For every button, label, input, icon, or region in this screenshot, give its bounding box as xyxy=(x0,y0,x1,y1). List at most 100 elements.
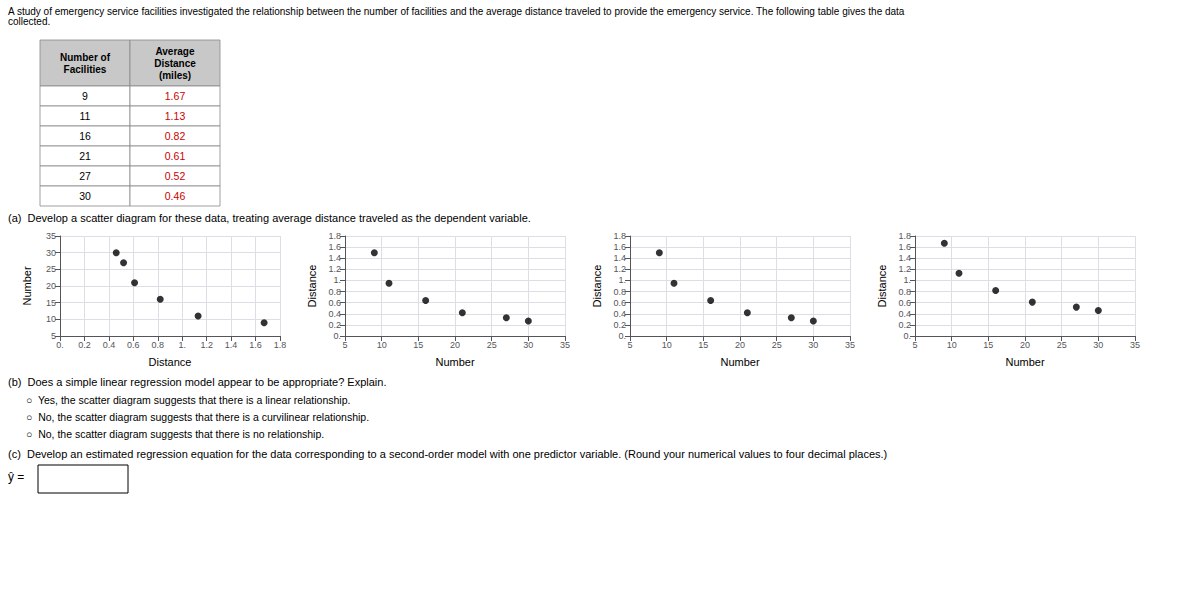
svg-text:35: 35 xyxy=(845,340,855,350)
svg-text:1.8: 1.8 xyxy=(328,231,341,241)
svg-text:1.13: 1.13 xyxy=(165,110,186,122)
svg-text:1.6: 1.6 xyxy=(898,242,911,252)
svg-text:30: 30 xyxy=(808,340,818,350)
svg-text:1.4: 1.4 xyxy=(898,253,911,263)
svg-text:1.6: 1.6 xyxy=(328,242,341,252)
svg-text:Number: Number xyxy=(21,266,33,305)
svg-text:0.52: 0.52 xyxy=(165,170,186,182)
svg-text:0.6: 0.6 xyxy=(898,298,911,308)
svg-text:1.: 1. xyxy=(333,275,341,285)
svg-text:16: 16 xyxy=(79,130,91,142)
svg-text:10: 10 xyxy=(46,314,56,324)
svg-text:1.8: 1.8 xyxy=(613,231,626,241)
svg-text:15: 15 xyxy=(698,340,708,350)
svg-text:(a) Develop a scatter diagram: (a) Develop a scatter diagram for these … xyxy=(8,212,531,224)
svg-text:5: 5 xyxy=(627,340,632,350)
svg-text:35: 35 xyxy=(560,340,570,350)
svg-text:0.8: 0.8 xyxy=(328,287,341,297)
svg-text:Number: Number xyxy=(1005,356,1044,368)
svg-text:0.4: 0.4 xyxy=(103,340,116,350)
svg-text:1.2: 1.2 xyxy=(613,264,626,274)
svg-text:0.4: 0.4 xyxy=(613,309,626,319)
svg-text:20: 20 xyxy=(450,340,460,350)
svg-text:21: 21 xyxy=(79,150,91,162)
svg-text:5: 5 xyxy=(51,331,56,341)
svg-text:0.46: 0.46 xyxy=(165,190,186,202)
svg-text:25: 25 xyxy=(487,340,497,350)
svg-text:0.: 0. xyxy=(56,340,64,350)
svg-text:1.6: 1.6 xyxy=(613,242,626,252)
svg-text:20: 20 xyxy=(735,340,745,350)
svg-text:0.2: 0.2 xyxy=(898,320,911,330)
svg-text:15: 15 xyxy=(413,340,423,350)
svg-text:Distance: Distance xyxy=(306,265,318,308)
svg-text:Number of: Number of xyxy=(60,52,111,63)
svg-text:0.4: 0.4 xyxy=(898,309,911,319)
svg-text:Distance: Distance xyxy=(149,356,192,368)
svg-text:30: 30 xyxy=(1093,340,1103,350)
svg-text:25: 25 xyxy=(772,340,782,350)
svg-text:0.8: 0.8 xyxy=(152,340,165,350)
svg-text:10: 10 xyxy=(947,340,957,350)
svg-text:0.: 0. xyxy=(903,331,911,341)
svg-text:10: 10 xyxy=(662,340,672,350)
svg-text:collected.: collected. xyxy=(8,16,50,27)
svg-text:○ Yes, the scatter diagram su: ○ Yes, the scatter diagram suggests that… xyxy=(26,394,350,406)
svg-text:(miles): (miles) xyxy=(159,70,191,81)
svg-text:11: 11 xyxy=(80,110,91,122)
svg-text:27: 27 xyxy=(79,170,91,182)
svg-text:○ No, the scatter diagram sug: ○ No, the scatter diagram suggests that … xyxy=(26,428,324,440)
svg-text:1.8: 1.8 xyxy=(274,340,287,350)
svg-text:0.8: 0.8 xyxy=(613,287,626,297)
svg-text:Number: Number xyxy=(435,356,474,368)
svg-text:Distance: Distance xyxy=(154,58,196,69)
svg-text:1.: 1. xyxy=(178,340,186,350)
svg-text:10: 10 xyxy=(377,340,387,350)
svg-text:5: 5 xyxy=(912,340,917,350)
svg-text:0.82: 0.82 xyxy=(165,130,186,142)
svg-text:1.2: 1.2 xyxy=(898,264,911,274)
svg-text:0.2: 0.2 xyxy=(78,340,91,350)
svg-text:30: 30 xyxy=(79,190,91,202)
svg-text:9: 9 xyxy=(82,90,88,102)
svg-text:1.4: 1.4 xyxy=(225,340,238,350)
svg-text:Distance: Distance xyxy=(876,265,888,308)
svg-text:(c) Develop an estimated regr: (c) Develop an estimated regression equa… xyxy=(8,448,887,460)
svg-text:0.2: 0.2 xyxy=(613,320,626,330)
svg-text:5: 5 xyxy=(342,340,347,350)
svg-text:0.6: 0.6 xyxy=(127,340,140,350)
svg-text:(b) Does a simple linear regr: (b) Does a simple linear regression mode… xyxy=(8,376,387,388)
svg-text:30: 30 xyxy=(523,340,533,350)
svg-text:1.: 1. xyxy=(618,275,626,285)
svg-text:1.4: 1.4 xyxy=(328,253,341,263)
svg-text:1.2: 1.2 xyxy=(328,264,341,274)
svg-text:0.8: 0.8 xyxy=(898,287,911,297)
svg-text:1.8: 1.8 xyxy=(898,231,911,241)
svg-text:0.: 0. xyxy=(618,331,626,341)
svg-text:0.6: 0.6 xyxy=(328,298,341,308)
svg-text:25: 25 xyxy=(46,264,56,274)
svg-text:20: 20 xyxy=(1020,340,1030,350)
svg-text:35: 35 xyxy=(1130,340,1140,350)
svg-text:Distance: Distance xyxy=(591,265,603,308)
svg-text:0.: 0. xyxy=(333,331,341,341)
svg-text:25: 25 xyxy=(1057,340,1067,350)
svg-text:1.6: 1.6 xyxy=(249,340,262,350)
svg-text:Number: Number xyxy=(720,356,759,368)
svg-text:A study of emergency service f: A study of emergency service facilities … xyxy=(8,6,907,17)
svg-text:1.2: 1.2 xyxy=(200,340,213,350)
svg-text:0.61: 0.61 xyxy=(165,150,186,162)
svg-text:30: 30 xyxy=(46,248,56,258)
svg-text:Average: Average xyxy=(155,46,195,57)
svg-text:0.6: 0.6 xyxy=(613,298,626,308)
svg-text:1.4: 1.4 xyxy=(613,253,626,263)
svg-text:○ No, the scatter diagram sug: ○ No, the scatter diagram suggests that … xyxy=(26,411,369,423)
svg-text:Facilities: Facilities xyxy=(64,64,107,75)
svg-text:1.67: 1.67 xyxy=(165,90,186,102)
svg-text:15: 15 xyxy=(46,298,56,308)
svg-text:ŷ =: ŷ = xyxy=(8,470,24,484)
svg-text:1.: 1. xyxy=(903,275,911,285)
svg-text:0.4: 0.4 xyxy=(328,309,341,319)
svg-text:0.2: 0.2 xyxy=(328,320,341,330)
svg-text:35: 35 xyxy=(46,231,56,241)
